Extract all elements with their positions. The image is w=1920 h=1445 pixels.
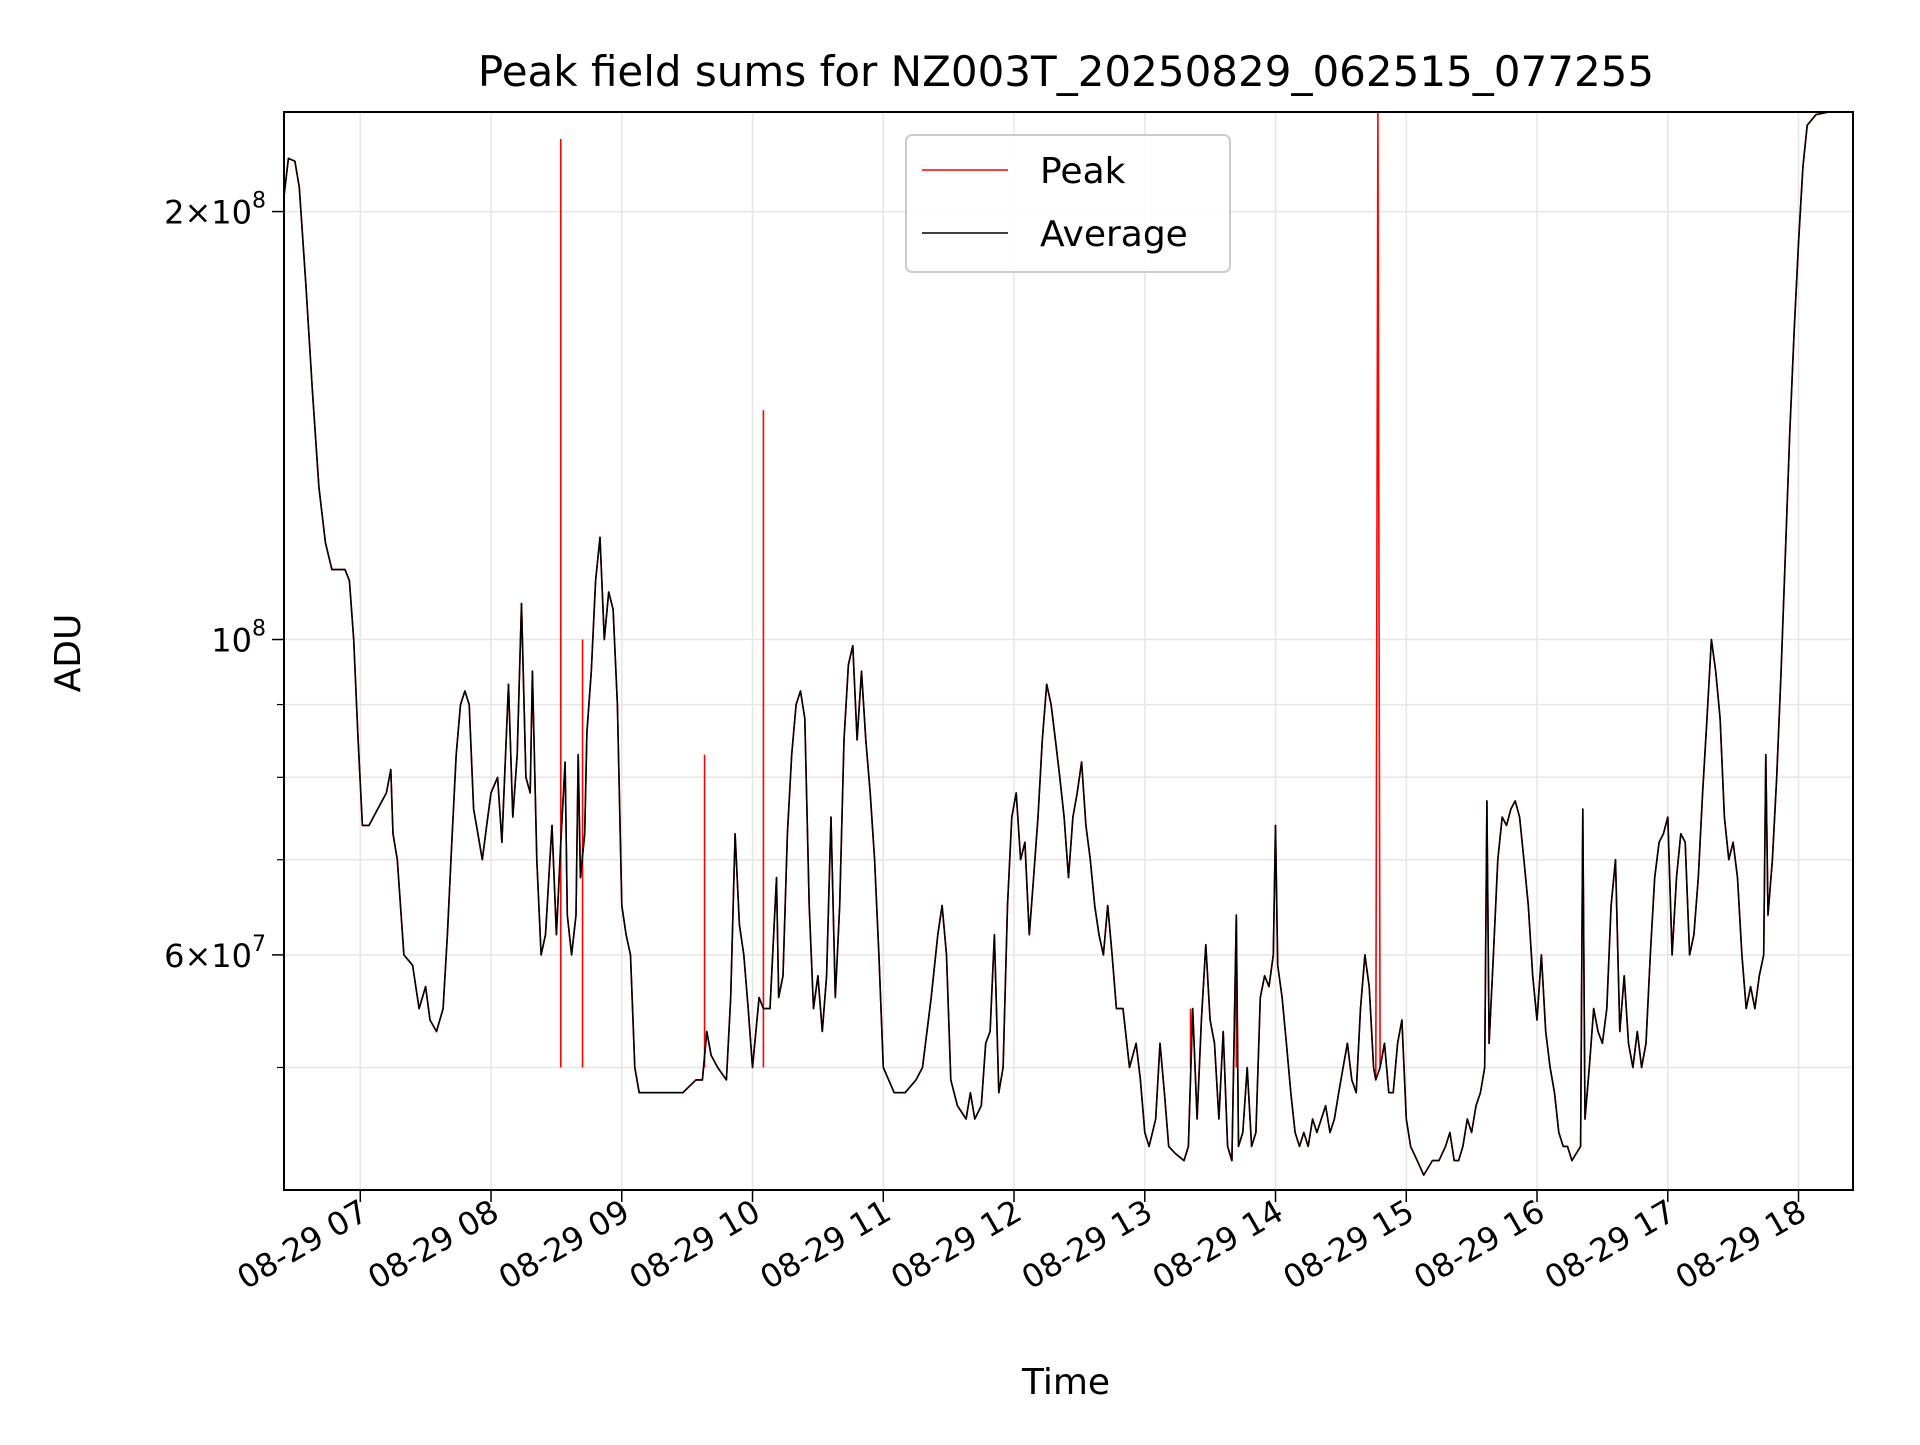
y-tick-label: 6×107	[164, 932, 266, 975]
series-layer	[283, 111, 1853, 1176]
legend-average-label: Average	[1040, 214, 1188, 255]
plot-frame	[283, 111, 1854, 1191]
grid	[284, 112, 1853, 1190]
legend-peak-label: Peak	[1040, 151, 1126, 192]
average-series-line	[283, 111, 1853, 1176]
y-axis-label: ADU	[48, 614, 89, 693]
y-tick-label: 108	[211, 617, 266, 660]
y-tick-label: 2×108	[164, 189, 266, 232]
x-axis-label: Time	[1021, 1362, 1110, 1403]
legend: Peak Average	[905, 134, 1231, 273]
chart-title: Peak field sums for NZ003T_20250829_0625…	[478, 47, 1654, 96]
